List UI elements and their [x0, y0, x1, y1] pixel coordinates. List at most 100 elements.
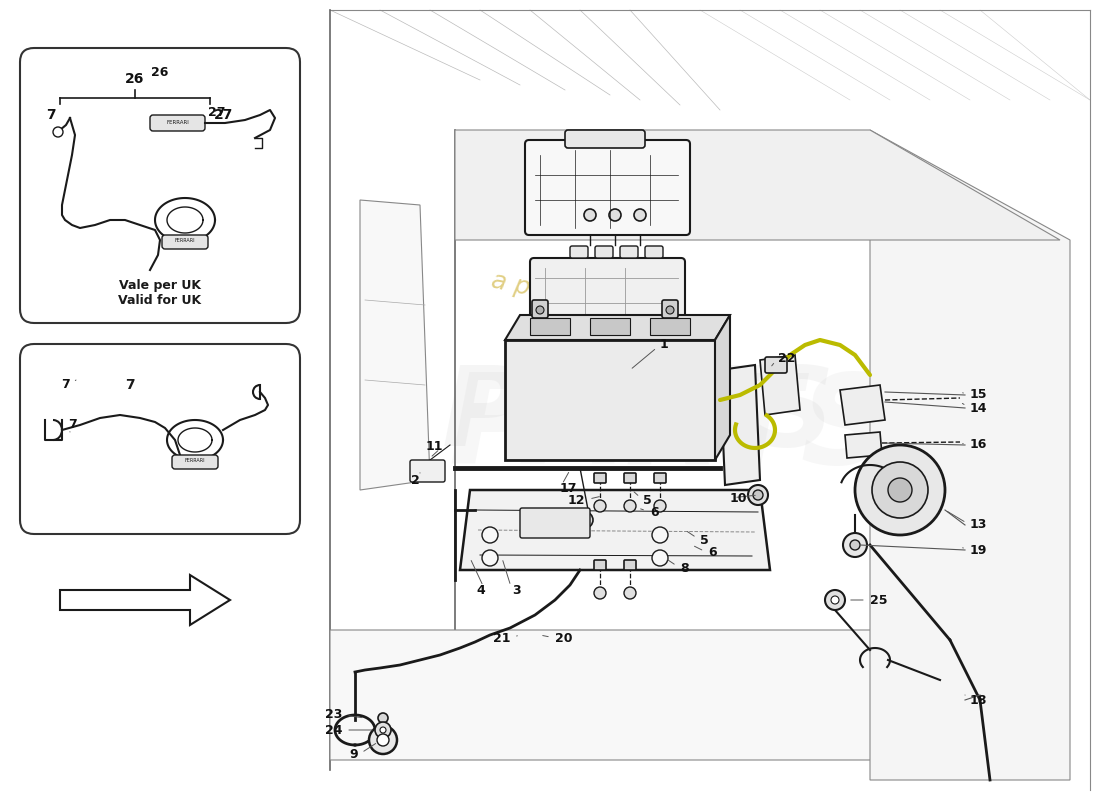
- Text: 21: 21: [493, 631, 510, 645]
- Text: 26: 26: [152, 66, 168, 79]
- FancyBboxPatch shape: [520, 508, 590, 538]
- Circle shape: [53, 127, 63, 137]
- FancyBboxPatch shape: [20, 48, 300, 323]
- Circle shape: [748, 485, 768, 505]
- Text: 24: 24: [324, 723, 342, 737]
- Circle shape: [634, 209, 646, 221]
- Text: 19: 19: [970, 543, 988, 557]
- FancyBboxPatch shape: [530, 258, 685, 348]
- Circle shape: [482, 550, 498, 566]
- Circle shape: [666, 306, 674, 314]
- Polygon shape: [330, 630, 1060, 760]
- Text: a passion for Parts: a passion for Parts: [488, 268, 722, 340]
- Circle shape: [652, 550, 668, 566]
- Text: 7: 7: [46, 108, 56, 122]
- Text: 8: 8: [680, 562, 689, 574]
- Text: 26: 26: [125, 72, 145, 86]
- Circle shape: [594, 587, 606, 599]
- Circle shape: [654, 500, 666, 512]
- Polygon shape: [760, 355, 800, 415]
- Text: PARTS: PARTS: [441, 362, 835, 470]
- Polygon shape: [460, 490, 770, 570]
- Polygon shape: [530, 318, 570, 335]
- Text: 1: 1: [660, 338, 669, 351]
- Circle shape: [377, 734, 389, 746]
- Circle shape: [830, 596, 839, 604]
- Circle shape: [578, 512, 593, 528]
- Circle shape: [652, 527, 668, 543]
- FancyBboxPatch shape: [150, 115, 205, 131]
- Text: 7: 7: [125, 378, 135, 392]
- Text: Vale per UK: Vale per UK: [119, 278, 201, 291]
- FancyBboxPatch shape: [525, 140, 690, 235]
- Text: 14: 14: [970, 402, 988, 414]
- Circle shape: [375, 722, 390, 738]
- Circle shape: [624, 587, 636, 599]
- Polygon shape: [60, 575, 230, 625]
- Text: PARTS: PARTS: [449, 370, 891, 490]
- Circle shape: [609, 209, 622, 221]
- Text: 15: 15: [970, 389, 988, 402]
- FancyBboxPatch shape: [595, 246, 613, 258]
- FancyBboxPatch shape: [410, 460, 446, 482]
- FancyBboxPatch shape: [565, 130, 645, 148]
- Text: 27: 27: [214, 108, 233, 122]
- Polygon shape: [505, 315, 730, 340]
- Text: FERRARI: FERRARI: [185, 458, 206, 463]
- FancyBboxPatch shape: [532, 300, 548, 318]
- Text: 7: 7: [68, 418, 77, 431]
- Circle shape: [850, 540, 860, 550]
- Text: 6: 6: [708, 546, 716, 559]
- Text: 17: 17: [560, 482, 578, 494]
- Text: 25: 25: [870, 594, 888, 606]
- Text: FERRARI: FERRARI: [166, 119, 189, 125]
- Polygon shape: [505, 340, 715, 460]
- Text: 5: 5: [700, 534, 708, 546]
- Circle shape: [872, 462, 928, 518]
- Text: 23: 23: [324, 709, 342, 722]
- Polygon shape: [650, 318, 690, 335]
- FancyBboxPatch shape: [594, 560, 606, 570]
- FancyBboxPatch shape: [594, 473, 606, 483]
- Polygon shape: [845, 432, 882, 458]
- FancyBboxPatch shape: [620, 246, 638, 258]
- Circle shape: [584, 209, 596, 221]
- FancyBboxPatch shape: [645, 246, 663, 258]
- FancyBboxPatch shape: [20, 344, 300, 534]
- Circle shape: [843, 533, 867, 557]
- Text: 18: 18: [970, 694, 988, 706]
- Text: 20: 20: [556, 631, 572, 645]
- Text: 27: 27: [208, 106, 226, 118]
- Text: 4: 4: [476, 583, 485, 597]
- Text: Valid for UK: Valid for UK: [119, 294, 201, 307]
- Text: 13: 13: [970, 518, 988, 531]
- Polygon shape: [840, 385, 886, 425]
- Text: 2: 2: [411, 474, 420, 486]
- Polygon shape: [455, 130, 1060, 240]
- Text: 3: 3: [512, 583, 520, 597]
- Polygon shape: [360, 200, 430, 490]
- Circle shape: [825, 590, 845, 610]
- Text: 16: 16: [970, 438, 988, 451]
- Text: 5: 5: [644, 494, 651, 506]
- Text: 12: 12: [568, 494, 585, 506]
- FancyBboxPatch shape: [624, 473, 636, 483]
- Circle shape: [379, 727, 386, 733]
- Text: 7: 7: [62, 378, 70, 391]
- Circle shape: [368, 726, 397, 754]
- Circle shape: [536, 306, 544, 314]
- Text: 6: 6: [650, 506, 659, 518]
- Text: 11: 11: [426, 439, 443, 453]
- Polygon shape: [720, 365, 760, 485]
- Polygon shape: [870, 130, 1070, 780]
- FancyBboxPatch shape: [662, 300, 678, 318]
- Circle shape: [754, 490, 763, 500]
- Polygon shape: [715, 315, 730, 460]
- Circle shape: [855, 445, 945, 535]
- FancyBboxPatch shape: [764, 357, 786, 373]
- Text: 9: 9: [350, 749, 358, 762]
- Text: a passion for Parts: a passion for Parts: [504, 484, 736, 556]
- FancyBboxPatch shape: [172, 455, 218, 469]
- Text: FERRARI: FERRARI: [175, 238, 196, 243]
- FancyBboxPatch shape: [624, 560, 636, 570]
